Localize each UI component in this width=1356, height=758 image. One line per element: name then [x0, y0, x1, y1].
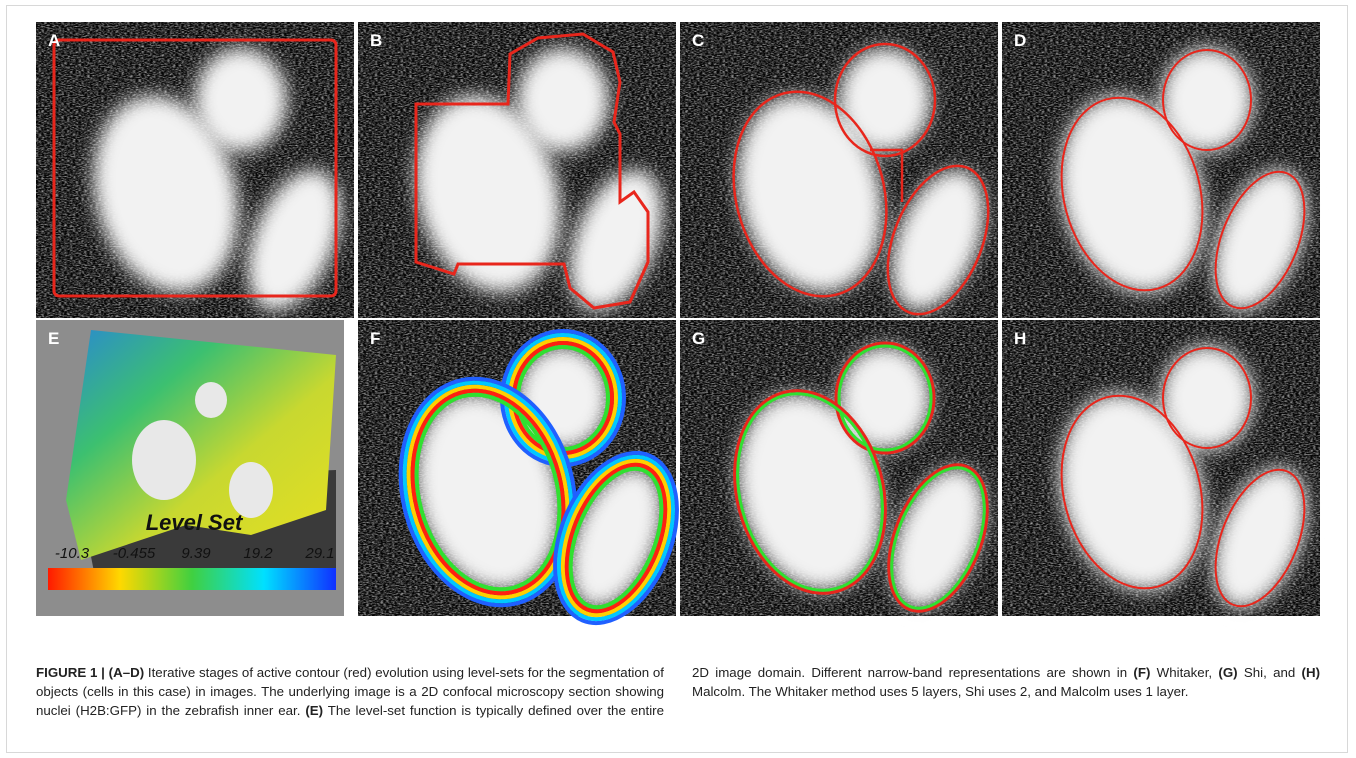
- panel-ref: (E): [305, 703, 323, 718]
- panel-ref: (G): [1218, 665, 1237, 680]
- panel: F: [358, 320, 700, 641]
- caption-text: Malcolm. The Whitaker method uses 5 laye…: [692, 684, 1188, 699]
- caption: FIGURE 1 | (A–D) Iterative stages of act…: [36, 663, 1320, 720]
- panel-ref: (H): [1302, 665, 1320, 680]
- panel-label: C: [692, 31, 704, 50]
- colorbar-title: Level Set: [146, 510, 244, 535]
- panel: Level Set -10.3 -0.455 9.39 19.2 29.1 E: [36, 320, 344, 616]
- panel-label: B: [370, 31, 382, 50]
- page: {"panels":[{"label":"A"},{"label":"B"},{…: [0, 0, 1356, 758]
- panel-label: E: [48, 329, 59, 348]
- panel: C: [680, 22, 1008, 329]
- panel-ref: (A–D): [105, 665, 144, 680]
- colorbar-tick-label: 29.1: [304, 545, 334, 562]
- panel: H: [1002, 320, 1325, 622]
- caption-text: Whitaker,: [1150, 665, 1218, 680]
- figure-number: FIGURE 1 |: [36, 665, 105, 680]
- panel: D: [1002, 22, 1325, 324]
- panel-label: A: [48, 31, 60, 50]
- panel-label: F: [370, 329, 380, 348]
- panel: B: [358, 22, 681, 324]
- panel: G: [680, 320, 1007, 626]
- cell-peak: [195, 382, 227, 418]
- panel: A: [36, 22, 359, 324]
- colorbar-tick-label: 9.39: [181, 545, 211, 562]
- panel-label: D: [1014, 31, 1026, 50]
- colorbar-tick-label: 19.2: [243, 545, 273, 562]
- cell-peak: [132, 420, 196, 500]
- figure: A B C D Level Set -10.3 -0.455 9.39 19.2 29.1 E F G H: [0, 0, 1356, 660]
- panel-label: H: [1014, 329, 1026, 348]
- colorbar-tick-label: -0.455: [113, 545, 156, 562]
- panel-label: G: [692, 329, 705, 348]
- panel-ref: (F): [1133, 665, 1150, 680]
- caption-text: Shi, and: [1238, 665, 1302, 680]
- colorbar: [48, 568, 336, 590]
- colorbar-tick-label: -10.3: [55, 545, 90, 562]
